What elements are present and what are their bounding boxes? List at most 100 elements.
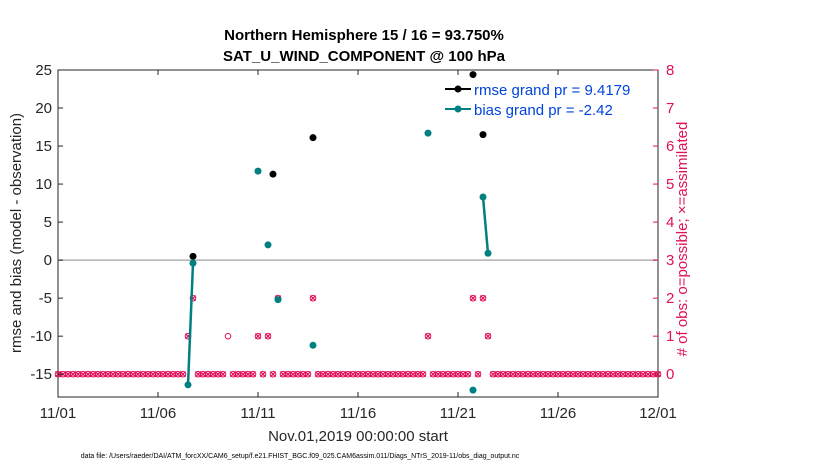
obs-possible-marker xyxy=(384,370,392,378)
obs-possible-marker xyxy=(624,370,632,378)
right-y-tick-label: 5 xyxy=(666,176,674,193)
x-tick-label: 11/01 xyxy=(40,405,76,422)
obs-possible-marker xyxy=(574,370,582,378)
bias-point xyxy=(484,249,492,257)
obs-assimilated-marker xyxy=(479,295,487,302)
right-y-tick-label: 1 xyxy=(666,328,674,345)
obs-possible-marker xyxy=(449,370,457,378)
obs-possible-marker xyxy=(604,370,612,378)
obs-assimilated-marker xyxy=(529,371,537,378)
obs-possible-marker xyxy=(579,370,587,378)
obs-possible-marker xyxy=(494,370,502,378)
obs-possible-marker xyxy=(404,370,412,378)
right-y-tick-label: 4 xyxy=(666,214,674,231)
obs-possible-marker xyxy=(439,370,447,378)
obs-possible-marker xyxy=(339,370,347,378)
obs-assimilated-marker xyxy=(219,371,227,378)
obs-assimilated-marker xyxy=(124,371,132,378)
obs-possible-marker xyxy=(614,370,622,378)
axes: 11/01 11/06 11/11 11/16 11/21 11/26 12/01 -15 -1… xyxy=(30,62,676,422)
obs-possible-marker xyxy=(639,370,647,378)
y-tick-label: 10 xyxy=(35,176,52,193)
right-y-tick-label: 8 xyxy=(666,62,674,79)
obs-assimilated-marker xyxy=(64,371,72,378)
obs-assimilated-marker xyxy=(259,371,267,378)
obs-assimilated-marker xyxy=(419,371,427,378)
obs-assimilated-marker xyxy=(624,371,632,378)
obs-possible-marker xyxy=(459,370,467,378)
obs-assimilated-marker xyxy=(579,371,587,378)
obs-assimilated-marker xyxy=(119,371,127,378)
obs-possible-marker xyxy=(359,370,367,378)
obs-possible-marker xyxy=(354,370,362,378)
obs-assimilated-marker xyxy=(379,371,387,378)
rmse-point xyxy=(309,134,317,142)
obs-assimilated-marker xyxy=(129,371,137,378)
obs-assimilated-marker xyxy=(199,371,207,378)
obs-possible-marker xyxy=(94,370,102,378)
x-axis-label: Nov.01,2019 00:00:00 start xyxy=(268,428,449,445)
obs-possible-marker xyxy=(529,370,537,378)
obs-possible-marker xyxy=(474,370,482,378)
obs-possible-marker xyxy=(194,370,202,378)
obs-possible-marker xyxy=(414,370,422,378)
obs-assimilated-marker xyxy=(449,371,457,378)
obs-assimilated-marker xyxy=(369,371,377,378)
obs-assimilated-marker xyxy=(539,371,547,378)
obs-possible-marker xyxy=(79,370,87,378)
obs-assimilated-marker xyxy=(604,371,612,378)
obs-assimilated-marker xyxy=(309,295,317,302)
bias-line xyxy=(186,263,195,385)
y-tick-label: 20 xyxy=(35,100,52,117)
obs-assimilated-marker xyxy=(314,371,322,378)
obs-assimilated-marker xyxy=(619,371,627,378)
obs-assimilated-marker xyxy=(329,371,337,378)
obs-assimilated-marker xyxy=(424,333,432,340)
obs-possible-marker xyxy=(174,370,182,378)
obs-possible-marker xyxy=(284,370,292,378)
obs-assimilated-marker xyxy=(514,371,522,378)
y-tick-label: -5 xyxy=(39,290,52,307)
obs-possible-marker xyxy=(514,370,522,378)
y-tick-label: 25 xyxy=(35,62,52,79)
obs-possible-marker xyxy=(89,370,97,378)
obs-possible-marker xyxy=(464,370,472,378)
obs-assimilated-marker xyxy=(484,333,492,340)
obs-assimilated-marker xyxy=(244,371,252,378)
obs-possible-marker xyxy=(619,370,627,378)
right-y-tick-label: 0 xyxy=(666,366,674,383)
obs-assimilated-marker xyxy=(109,371,117,378)
obs-assimilated-marker xyxy=(454,371,462,378)
obs-possible-marker xyxy=(209,370,217,378)
obs-assimilated-marker xyxy=(564,371,572,378)
obs-possible-marker xyxy=(304,370,312,378)
obs-possible-marker xyxy=(224,332,232,340)
obs-possible-marker xyxy=(444,370,452,378)
obs-possible-marker xyxy=(144,370,152,378)
obs-assimilated-marker xyxy=(164,371,172,378)
obs-assimilated-marker xyxy=(89,371,97,378)
obs-possible-marker xyxy=(269,370,277,378)
obs-assimilated-marker xyxy=(609,371,617,378)
obs-possible-marker xyxy=(389,370,397,378)
bias-line xyxy=(481,196,490,254)
obs-possible-marker xyxy=(234,370,242,378)
legend: rmse grand pr = 9.4179 bias grand pr = -… xyxy=(445,82,630,119)
obs-assimilated-marker xyxy=(544,371,552,378)
y-tick-label: -15 xyxy=(30,366,52,383)
obs-possible-marker xyxy=(294,370,302,378)
obs-possible-marker xyxy=(84,370,92,378)
obs-possible-marker xyxy=(534,370,542,378)
obs-possible-marker xyxy=(429,370,437,378)
obs-possible-marker xyxy=(379,370,387,378)
obs-assimilated-marker xyxy=(249,371,257,378)
obs-assimilated-marker xyxy=(79,371,87,378)
obs-possible-marker xyxy=(169,370,177,378)
obs-assimilated-marker xyxy=(169,371,177,378)
x-tick-label: 11/06 xyxy=(140,405,176,422)
obs-possible-marker xyxy=(129,370,137,378)
obs-assimilated-marker xyxy=(569,371,577,378)
obs-possible-marker xyxy=(104,370,112,378)
obs-assimilated-marker xyxy=(354,371,362,378)
obs-possible-marker xyxy=(279,370,287,378)
